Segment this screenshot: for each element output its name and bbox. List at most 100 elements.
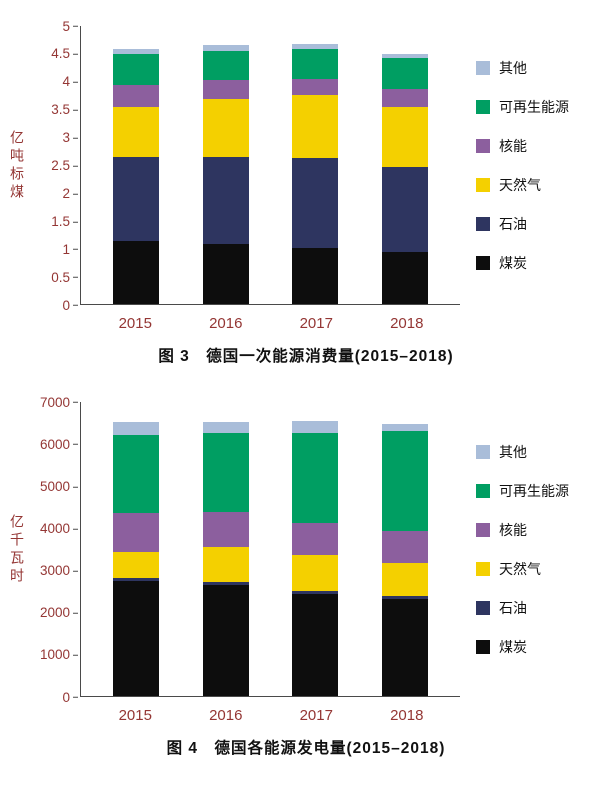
y-tick-label: 1 — [62, 241, 78, 257]
stacked-bar-2015 — [112, 26, 159, 304]
y-tick-label: 0 — [62, 689, 78, 705]
y-tick-label: 3.5 — [51, 101, 78, 117]
legend-item-核能: 核能 — [476, 136, 612, 156]
legend: 其他 可再生能源 核能 天然气 石油 煤炭 — [460, 26, 612, 305]
bar-segment-其他 — [382, 423, 429, 431]
bar-slot — [91, 402, 181, 696]
bar-segment-其他 — [202, 44, 249, 52]
bar-segment-其他 — [202, 421, 249, 433]
bar-segment-天然气 — [202, 98, 249, 157]
x-tick-label: 2015 — [118, 315, 152, 332]
legend-label: 天然气 — [499, 177, 541, 193]
y-tick-label: 1000 — [39, 647, 79, 663]
x-axis: 2015 2016 2017 2018 — [80, 305, 462, 332]
bar-segment-核能 — [382, 88, 429, 107]
legend-swatch — [476, 61, 490, 75]
plot-area — [80, 26, 460, 305]
legend-label: 核能 — [499, 138, 527, 154]
chart-row: 亿吨标煤 0 0.5 1 1.5 2 2.5 3 3.5 4 4.5 5 其他 可再生能源 核能 天然气石… — [0, 16, 612, 311]
legend-item-煤炭: 煤炭 — [476, 253, 612, 273]
y-tick-label: 2 — [62, 185, 78, 201]
bar-segment-核能 — [202, 79, 249, 99]
bar-slot — [181, 402, 271, 696]
legend-item-可再生能源: 可再生能源 — [476, 97, 612, 117]
x-tick-label: 2018 — [390, 707, 424, 724]
bar-segment-其他 — [112, 48, 159, 54]
stacked-bar-2017 — [292, 26, 339, 304]
y-tick-label: 4000 — [39, 520, 79, 536]
bar-segment-核能 — [382, 530, 429, 564]
y-tick-label: 5000 — [39, 478, 79, 494]
bar-segment-天然气 — [202, 547, 249, 583]
legend-swatch — [476, 523, 490, 537]
legend-swatch — [476, 484, 490, 498]
stacked-bar-2018 — [382, 26, 429, 304]
bar-segment-天然气 — [292, 555, 339, 592]
bar-slot — [271, 26, 361, 304]
bar-slot — [360, 402, 450, 696]
stacked-bar-2016 — [202, 26, 249, 304]
figure-4: 亿千瓦时 0 1000 2000 3000 4000 5000 6000 7000 其他 可再生… — [0, 392, 612, 758]
bar-segment-天然气 — [112, 552, 159, 579]
y-tick-label: 5 — [62, 18, 78, 34]
stacked-bar-2018 — [382, 402, 429, 696]
legend-label: 核能 — [499, 522, 527, 538]
y-axis: 0 0.5 1 1.5 2 2.5 3 3.5 4 4.5 5 — [34, 19, 80, 311]
bar-segment-可再生能源 — [112, 434, 159, 514]
stacked-bar-2016 — [202, 402, 249, 696]
legend-item-天然气: 天然气 — [476, 175, 612, 195]
legend-swatch — [476, 217, 490, 231]
bar-segment-石油 — [292, 591, 339, 595]
bar-segment-核能 — [112, 513, 159, 553]
y-tick-label: 6000 — [39, 436, 79, 452]
bar-segment-天然气 — [292, 94, 339, 159]
bar-segment-石油 — [382, 167, 429, 253]
legend: 其他可再生能源核能天然气石油煤炭 — [460, 402, 612, 697]
x-tick-label: 2017 — [299, 315, 333, 332]
bar-segment-石油 — [202, 582, 249, 586]
bar-segment-核能 — [292, 523, 339, 556]
bar-segment-煤炭 — [112, 581, 159, 696]
legend-swatch — [476, 100, 490, 114]
bar-segment-天然气 — [382, 106, 429, 168]
bar-slot — [181, 26, 271, 304]
figure-caption: 图 3 德国一次能源消费量(2015–2018) — [158, 348, 454, 365]
legend-item-其他: 其他 — [476, 442, 612, 462]
legend-swatch — [476, 562, 490, 576]
legend-item-核能: 核能 — [476, 520, 612, 540]
legend-item-可再生能源: 可再生能源 — [476, 481, 612, 501]
y-tick-label: 7000 — [39, 394, 79, 410]
legend-item-煤炭: 煤炭 — [476, 637, 612, 657]
legend-label: 其他 — [499, 444, 527, 460]
figure-3: 亿吨标煤 0 0.5 1 1.5 2 2.5 3 3.5 4 4.5 5 其他 可再生能源 核能 天然气石… — [0, 16, 612, 366]
y-tick-label: 1.5 — [51, 213, 78, 229]
x-tick-label: 2015 — [118, 707, 152, 724]
bar-segment-核能 — [112, 84, 159, 107]
stacked-bar-2015 — [112, 402, 159, 696]
bar-segment-石油 — [112, 578, 159, 582]
bar-segment-石油 — [382, 596, 429, 600]
bar-segment-天然气 — [112, 106, 159, 157]
legend-swatch — [476, 178, 490, 192]
legend-label: 石油 — [499, 600, 527, 616]
y-tick-label: 2000 — [39, 604, 79, 620]
figure-caption: 图 4 德国各能源发电量(2015–2018) — [166, 740, 446, 757]
bar-segment-石油 — [292, 158, 339, 249]
y-axis: 0 1000 2000 3000 4000 5000 6000 7000 — [34, 395, 80, 703]
legend-label: 煤炭 — [499, 255, 527, 271]
legend-item-天然气: 天然气 — [476, 559, 612, 579]
x-tick-label: 2017 — [299, 707, 333, 724]
bar-segment-核能 — [202, 512, 249, 548]
bar-segment-可再生能源 — [112, 53, 159, 85]
x-axis: 2015 2016 2017 2018 — [80, 697, 462, 724]
bar-slot — [271, 402, 361, 696]
bar-segment-核能 — [292, 78, 339, 95]
y-tick-label: 4 — [62, 74, 78, 90]
legend-item-石油: 石油 — [476, 214, 612, 234]
bar-segment-可再生能源 — [382, 57, 429, 89]
bar-segment-煤炭 — [382, 599, 429, 696]
bar-segment-煤炭 — [292, 248, 339, 304]
y-tick-label: 4.5 — [51, 46, 78, 62]
bar-segment-天然气 — [382, 563, 429, 597]
